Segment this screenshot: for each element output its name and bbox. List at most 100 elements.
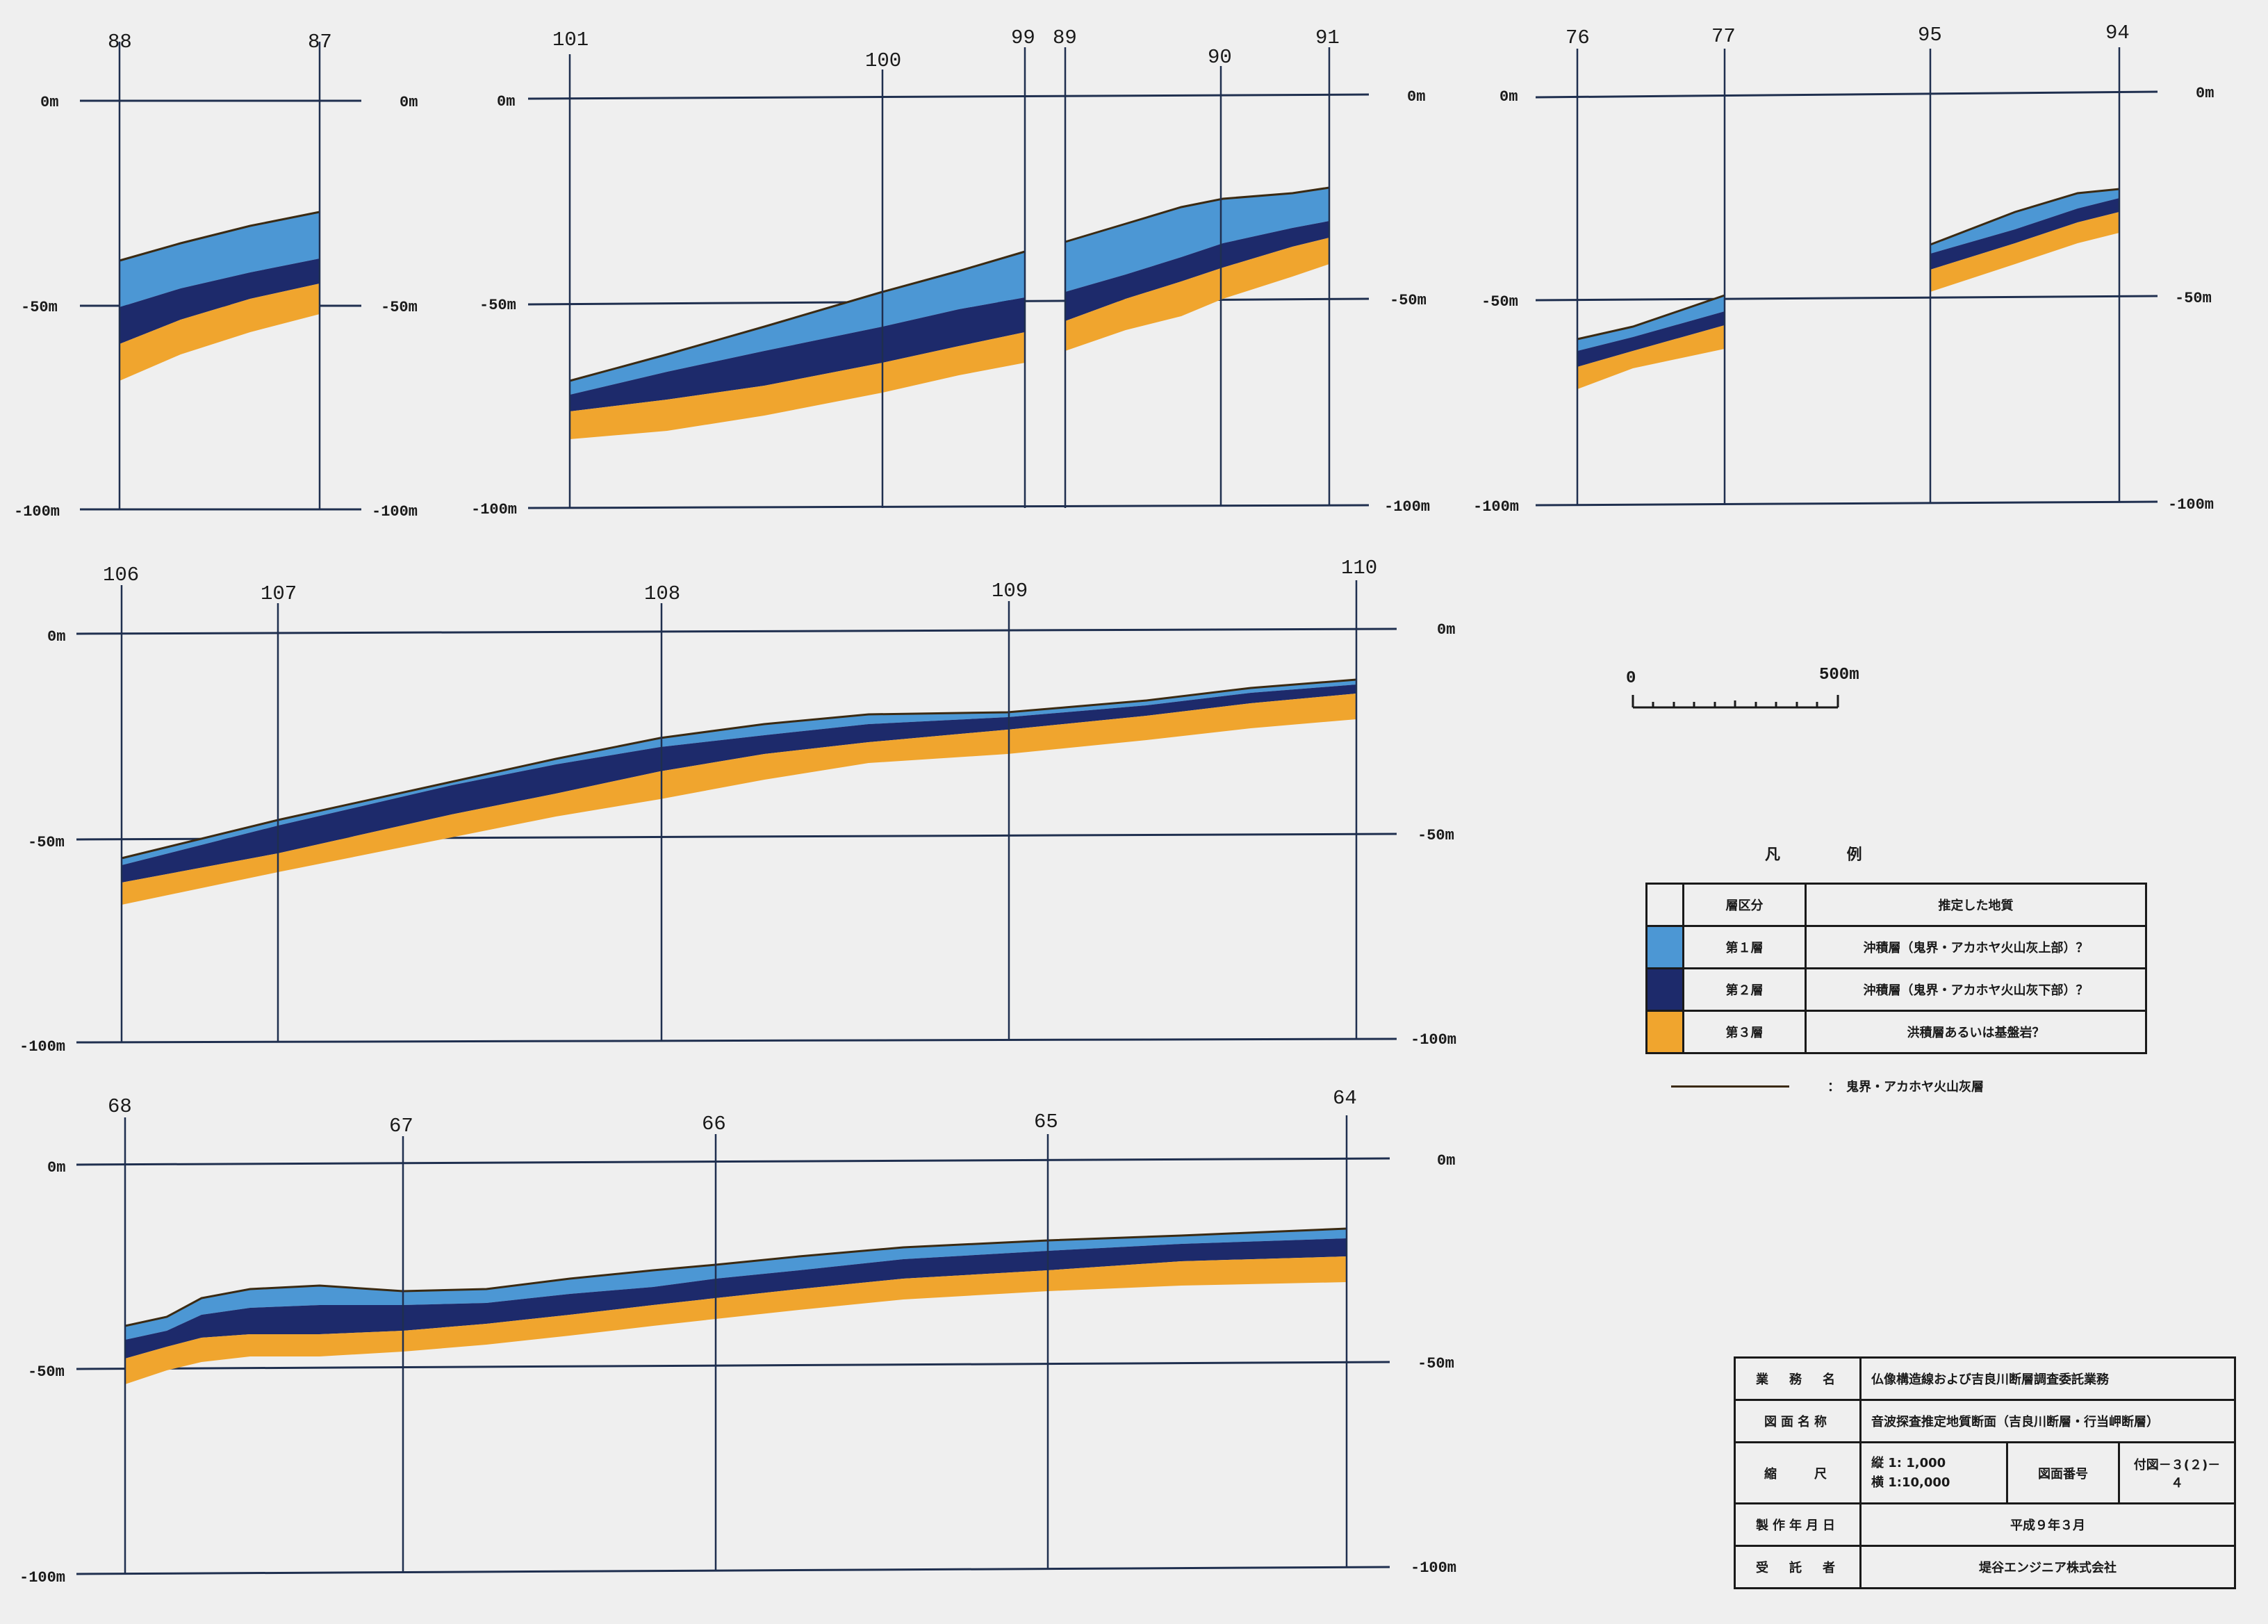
borehole-label: 109 bbox=[992, 580, 1028, 602]
depth-label-minus100m: -100m bbox=[1411, 1031, 1456, 1049]
depth-label-0m: 0m bbox=[40, 94, 58, 111]
layer-2-fill bbox=[125, 1238, 1347, 1359]
layer-1-fill bbox=[125, 1229, 1347, 1340]
borehole-label: 106 bbox=[103, 564, 139, 587]
section-106-110: 0m -50m -100m 0m -50m -100m 106 107 108 … bbox=[19, 557, 1456, 1056]
borehole-label: 99 bbox=[1011, 26, 1035, 49]
depth-label-0m: 0m bbox=[1499, 88, 1518, 106]
scale-horizontal: 横 1:10,000 bbox=[1871, 1475, 1950, 1490]
scale-vertical: 縦 1: 1,000 bbox=[1871, 1455, 1946, 1470]
depth-label-minus50m: -50m bbox=[1418, 1355, 1454, 1372]
date-label: 製作年月日 bbox=[1734, 1502, 1862, 1547]
scale-bar-end-label: 500m bbox=[1819, 666, 1859, 684]
scale-label: 縮 尺 bbox=[1734, 1441, 1862, 1504]
legend-description: 洪積層あるいは基盤岩？ bbox=[1805, 1010, 2147, 1054]
borehole-label: 76 bbox=[1566, 26, 1590, 49]
section-76-94: 0m -50m -100m 0m -50m -100m 76 77 95 94 bbox=[1473, 22, 2214, 516]
borehole-label: 65 bbox=[1034, 1110, 1058, 1133]
legend-description: 沖積層（鬼界・アカホヤ火山灰下部）？ bbox=[1805, 967, 2147, 1012]
depth-label-minus50m: -50m bbox=[479, 297, 516, 314]
legend-row: 第１層 沖積層（鬼界・アカホヤ火山灰上部）？ bbox=[1645, 925, 2147, 969]
section-88-87: 0m -50m -100m 0m -50m -100m 88 87 bbox=[14, 31, 418, 520]
depth-label-minus100m: -100m bbox=[14, 503, 60, 520]
layer-3-fill bbox=[122, 694, 1356, 905]
project-label: 業 務 名 bbox=[1734, 1356, 1862, 1401]
section-68-64: 0m -50m -100m 0m -50m -100m 68 67 66 65 … bbox=[19, 1087, 1456, 1586]
ground-surface-line bbox=[119, 211, 320, 262]
depth-label-minus50m: -50m bbox=[21, 299, 58, 316]
legend-header-row: 層区分 推定した地質 bbox=[1645, 883, 2147, 927]
borehole-label: 107 bbox=[261, 582, 297, 605]
depth-label-minus100m: -100m bbox=[1411, 1559, 1456, 1577]
scale-values: 縦 1: 1,000 横 1:10,000 bbox=[1859, 1441, 2008, 1504]
layer-2-swatch bbox=[1645, 967, 1684, 1012]
layer-2-fill bbox=[120, 259, 320, 344]
depth-label-minus50m: -50m bbox=[1390, 292, 1427, 309]
drawing-label: 図面名称 bbox=[1734, 1399, 1862, 1443]
legend-header-layer: 層区分 bbox=[1682, 883, 1807, 927]
borehole-label: 110 bbox=[1341, 557, 1377, 580]
layer-1-fill bbox=[1065, 188, 1329, 292]
borehole-label: 88 bbox=[108, 31, 132, 54]
ground-surface-line bbox=[124, 1227, 1347, 1327]
borehole-label: 87 bbox=[308, 31, 332, 54]
legend-header-swatch bbox=[1645, 883, 1684, 927]
ground-surface-line bbox=[121, 678, 1357, 860]
layer-3-fill bbox=[1930, 212, 2119, 292]
legend-header-geology: 推定した地質 bbox=[1805, 883, 2147, 927]
depth-label-minus100m: -100m bbox=[19, 1569, 65, 1586]
contractor-value: 堤谷エンジニア株式会社 bbox=[1859, 1545, 2236, 1589]
ground-surface-line bbox=[569, 250, 1026, 382]
borehole-label: 100 bbox=[865, 49, 901, 72]
borehole-label: 91 bbox=[1315, 26, 1340, 49]
borehole-label: 67 bbox=[389, 1115, 413, 1138]
depth-label-minus50m: -50m bbox=[28, 834, 65, 851]
layer-1-fill bbox=[1577, 295, 1725, 351]
depth-label-minus100m: -100m bbox=[1473, 498, 1519, 516]
scale-bar-start-label: 0 bbox=[1626, 669, 1636, 688]
depth-label-minus50m: -50m bbox=[1418, 827, 1454, 844]
depth-label-minus50m: -50m bbox=[381, 299, 418, 316]
drawing-number-label: 図面番号 bbox=[2006, 1441, 2120, 1504]
borehole-label: 89 bbox=[1053, 26, 1077, 49]
layer-2-fill bbox=[570, 297, 1025, 411]
borehole-label: 66 bbox=[702, 1113, 726, 1135]
layer-3-fill bbox=[1065, 238, 1329, 351]
depth-label-minus100m: -100m bbox=[2168, 496, 2214, 514]
depth-label-minus100m: -100m bbox=[471, 501, 517, 518]
borehole-label: 68 bbox=[108, 1095, 132, 1118]
legend-layer-label: 第３層 bbox=[1682, 1010, 1807, 1054]
borehole-label: 95 bbox=[1918, 24, 1942, 47]
layer-2-fill bbox=[1930, 198, 2119, 270]
layer-3-fill bbox=[570, 332, 1025, 439]
borehole-label: 90 bbox=[1208, 46, 1232, 69]
project-name: 仏像構造線および吉良川断層調査委託業務 bbox=[1859, 1356, 2236, 1401]
layer-3-fill bbox=[1577, 325, 1725, 389]
contractor-label: 受 託 者 bbox=[1734, 1545, 1862, 1589]
depth-label-0m: 0m bbox=[1437, 1152, 1455, 1170]
depth-label-minus100m: -100m bbox=[19, 1038, 65, 1056]
legend-row: 第３層 洪積層あるいは基盤岩？ bbox=[1645, 1010, 2147, 1054]
boundary-line-swatch bbox=[1671, 1085, 1789, 1088]
layer-2-fill bbox=[1577, 311, 1725, 367]
depth-label-minus100m: -100m bbox=[1384, 498, 1430, 516]
depth-label-minus100m: -100m bbox=[372, 503, 418, 520]
depth-label-0m: 0m bbox=[47, 1159, 65, 1176]
depth-label-0m: 0m bbox=[47, 628, 65, 646]
borehole-label: 101 bbox=[552, 28, 589, 51]
depth-label-0m: 0m bbox=[400, 94, 418, 111]
borehole-label: 77 bbox=[1711, 25, 1736, 48]
legend-title: 凡 例 bbox=[1765, 846, 1893, 864]
depth-label-0m: 0m bbox=[2196, 85, 2214, 102]
layer-1-fill bbox=[570, 252, 1025, 395]
depth-label-0m: 0m bbox=[497, 93, 515, 110]
borehole-label: 94 bbox=[2105, 22, 2130, 44]
depth-label-minus50m: -50m bbox=[28, 1363, 65, 1381]
layer-2-fill bbox=[122, 684, 1356, 883]
layer-3-fill bbox=[120, 284, 320, 381]
ground-surface-line bbox=[1065, 186, 1330, 243]
title-block: 業 務 名 仏像構造線および吉良川断層調査委託業務 図面名称 音波探査推定地質断… bbox=[1734, 1356, 2236, 1589]
date-value: 平成９年３月 bbox=[1859, 1502, 2236, 1547]
ground-surface-line bbox=[1930, 188, 2120, 246]
